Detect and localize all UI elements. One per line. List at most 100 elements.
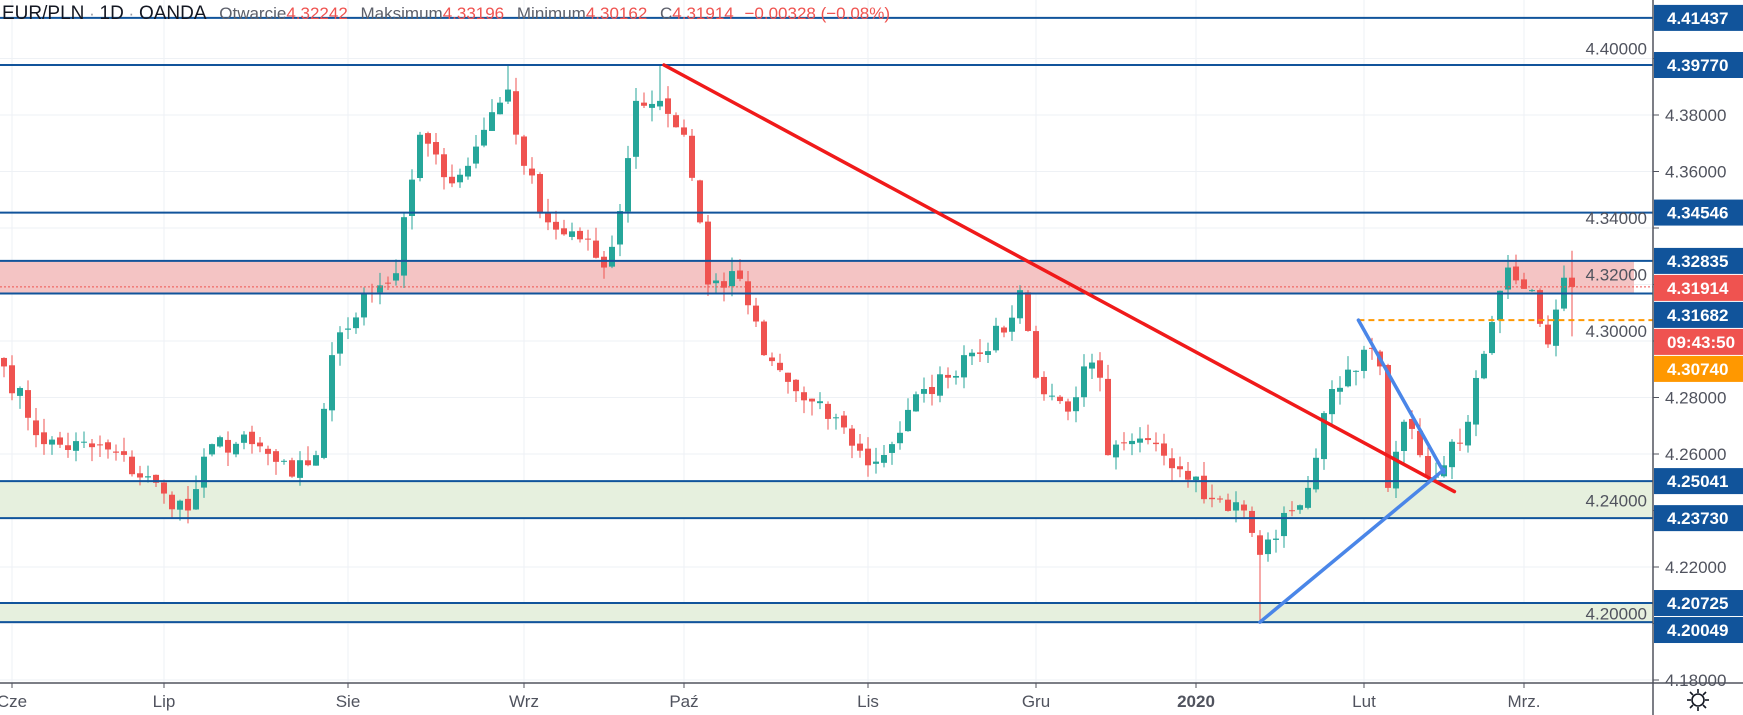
candle-body: [1497, 290, 1503, 321]
candle-body: [841, 415, 847, 428]
candle: [729, 257, 735, 297]
candle: [249, 425, 255, 454]
candle-body: [937, 374, 943, 396]
time-tick-label: Lut: [1352, 692, 1376, 711]
high-label: Maksimum: [360, 4, 443, 23]
candle-body: [153, 474, 159, 483]
candle: [1209, 484, 1215, 508]
candle-body: [257, 442, 263, 447]
candle-body: [801, 392, 807, 401]
exchange: OANDA: [138, 3, 207, 24]
candle: [385, 276, 391, 291]
level-price-label-bg: [1654, 247, 1743, 274]
candle-body: [449, 176, 455, 184]
candle-body: [217, 437, 223, 447]
candle-body: [289, 460, 295, 477]
candle-body: [601, 256, 607, 268]
candle: [569, 222, 575, 241]
candle: [1265, 532, 1271, 562]
level-price-label-text: 4.20725: [1667, 594, 1728, 613]
candle: [297, 451, 303, 486]
candle-body: [1225, 499, 1231, 511]
candle-body: [1249, 510, 1255, 533]
candle-body: [689, 135, 695, 178]
candle-body: [225, 439, 231, 453]
candle: [601, 250, 607, 279]
candle-body: [1521, 279, 1527, 289]
candle: [1273, 529, 1279, 553]
candle-body: [945, 374, 951, 378]
candle-body: [1217, 498, 1223, 500]
candle: [545, 198, 551, 231]
candle: [1465, 415, 1471, 453]
candle: [577, 227, 583, 243]
level-price-label-bg: [1654, 199, 1743, 226]
candle: [209, 443, 215, 457]
candle: [1521, 272, 1527, 289]
candle: [865, 437, 871, 477]
last-price-label: 4.31914: [1654, 274, 1743, 301]
price-tick-label: 4.36000: [1665, 163, 1726, 182]
candle-body: [97, 444, 103, 446]
candle-body: [969, 352, 975, 357]
price-tick-label: 4.24000: [1586, 492, 1647, 511]
candle-body: [561, 228, 567, 235]
time-tick-label: Wrz: [509, 692, 539, 711]
candle-body: [9, 365, 15, 394]
candle: [1, 357, 7, 378]
candle-body: [641, 102, 647, 106]
candle: [593, 227, 599, 259]
candle: [1345, 356, 1351, 388]
candle: [641, 92, 647, 108]
candle: [169, 491, 175, 519]
candle-body: [161, 482, 167, 494]
settings-gear-icon[interactable]: [1686, 688, 1710, 712]
candle-body: [1409, 418, 1415, 429]
candle: [1353, 370, 1359, 386]
candle-body: [817, 401, 823, 404]
candle: [1041, 371, 1047, 401]
symbol[interactable]: EUR/PLN: [2, 3, 85, 24]
level-price-label-text: 4.32835: [1667, 252, 1728, 271]
candle: [513, 77, 519, 145]
candle-body: [473, 146, 479, 164]
candle-body: [1137, 438, 1143, 443]
candle-body: [569, 231, 575, 237]
open-label: Otwarcie: [219, 4, 287, 23]
candle-body: [625, 158, 631, 212]
candle: [961, 345, 967, 389]
candle-body: [721, 281, 727, 288]
candle-body: [1545, 324, 1551, 345]
price-tick-label: 4.22000: [1665, 558, 1726, 577]
candle: [449, 164, 455, 188]
candle-body: [1177, 466, 1183, 470]
candle: [49, 436, 55, 455]
candle-body: [769, 357, 775, 362]
candle-body: [65, 445, 71, 450]
candle: [473, 134, 479, 169]
candle-body: [25, 390, 31, 418]
candle: [809, 398, 815, 416]
chart-legend: EUR/PLN · 1D · OANDA Otwarcie4.32242 Mak…: [2, 3, 890, 25]
interval[interactable]: 1D: [99, 3, 124, 24]
candle: [9, 355, 15, 401]
candle: [265, 445, 271, 466]
time-axis: [0, 683, 1653, 715]
candle-body: [1097, 360, 1103, 378]
candle: [633, 88, 639, 169]
close-value: 4.31914: [672, 4, 734, 23]
candle: [1201, 461, 1207, 504]
candle: [41, 418, 47, 455]
candle: [1529, 288, 1535, 292]
candle-body: [753, 305, 759, 322]
candle-body: [1481, 353, 1487, 379]
candle-body: [1337, 387, 1343, 392]
level-price-label-text: 4.41437: [1667, 9, 1728, 28]
separator: ·: [89, 4, 95, 23]
candle-body: [1361, 349, 1367, 371]
candle-body: [337, 332, 343, 354]
candle: [497, 97, 503, 115]
level-price-label-text: 4.39770: [1667, 56, 1728, 75]
candle: [769, 352, 775, 366]
